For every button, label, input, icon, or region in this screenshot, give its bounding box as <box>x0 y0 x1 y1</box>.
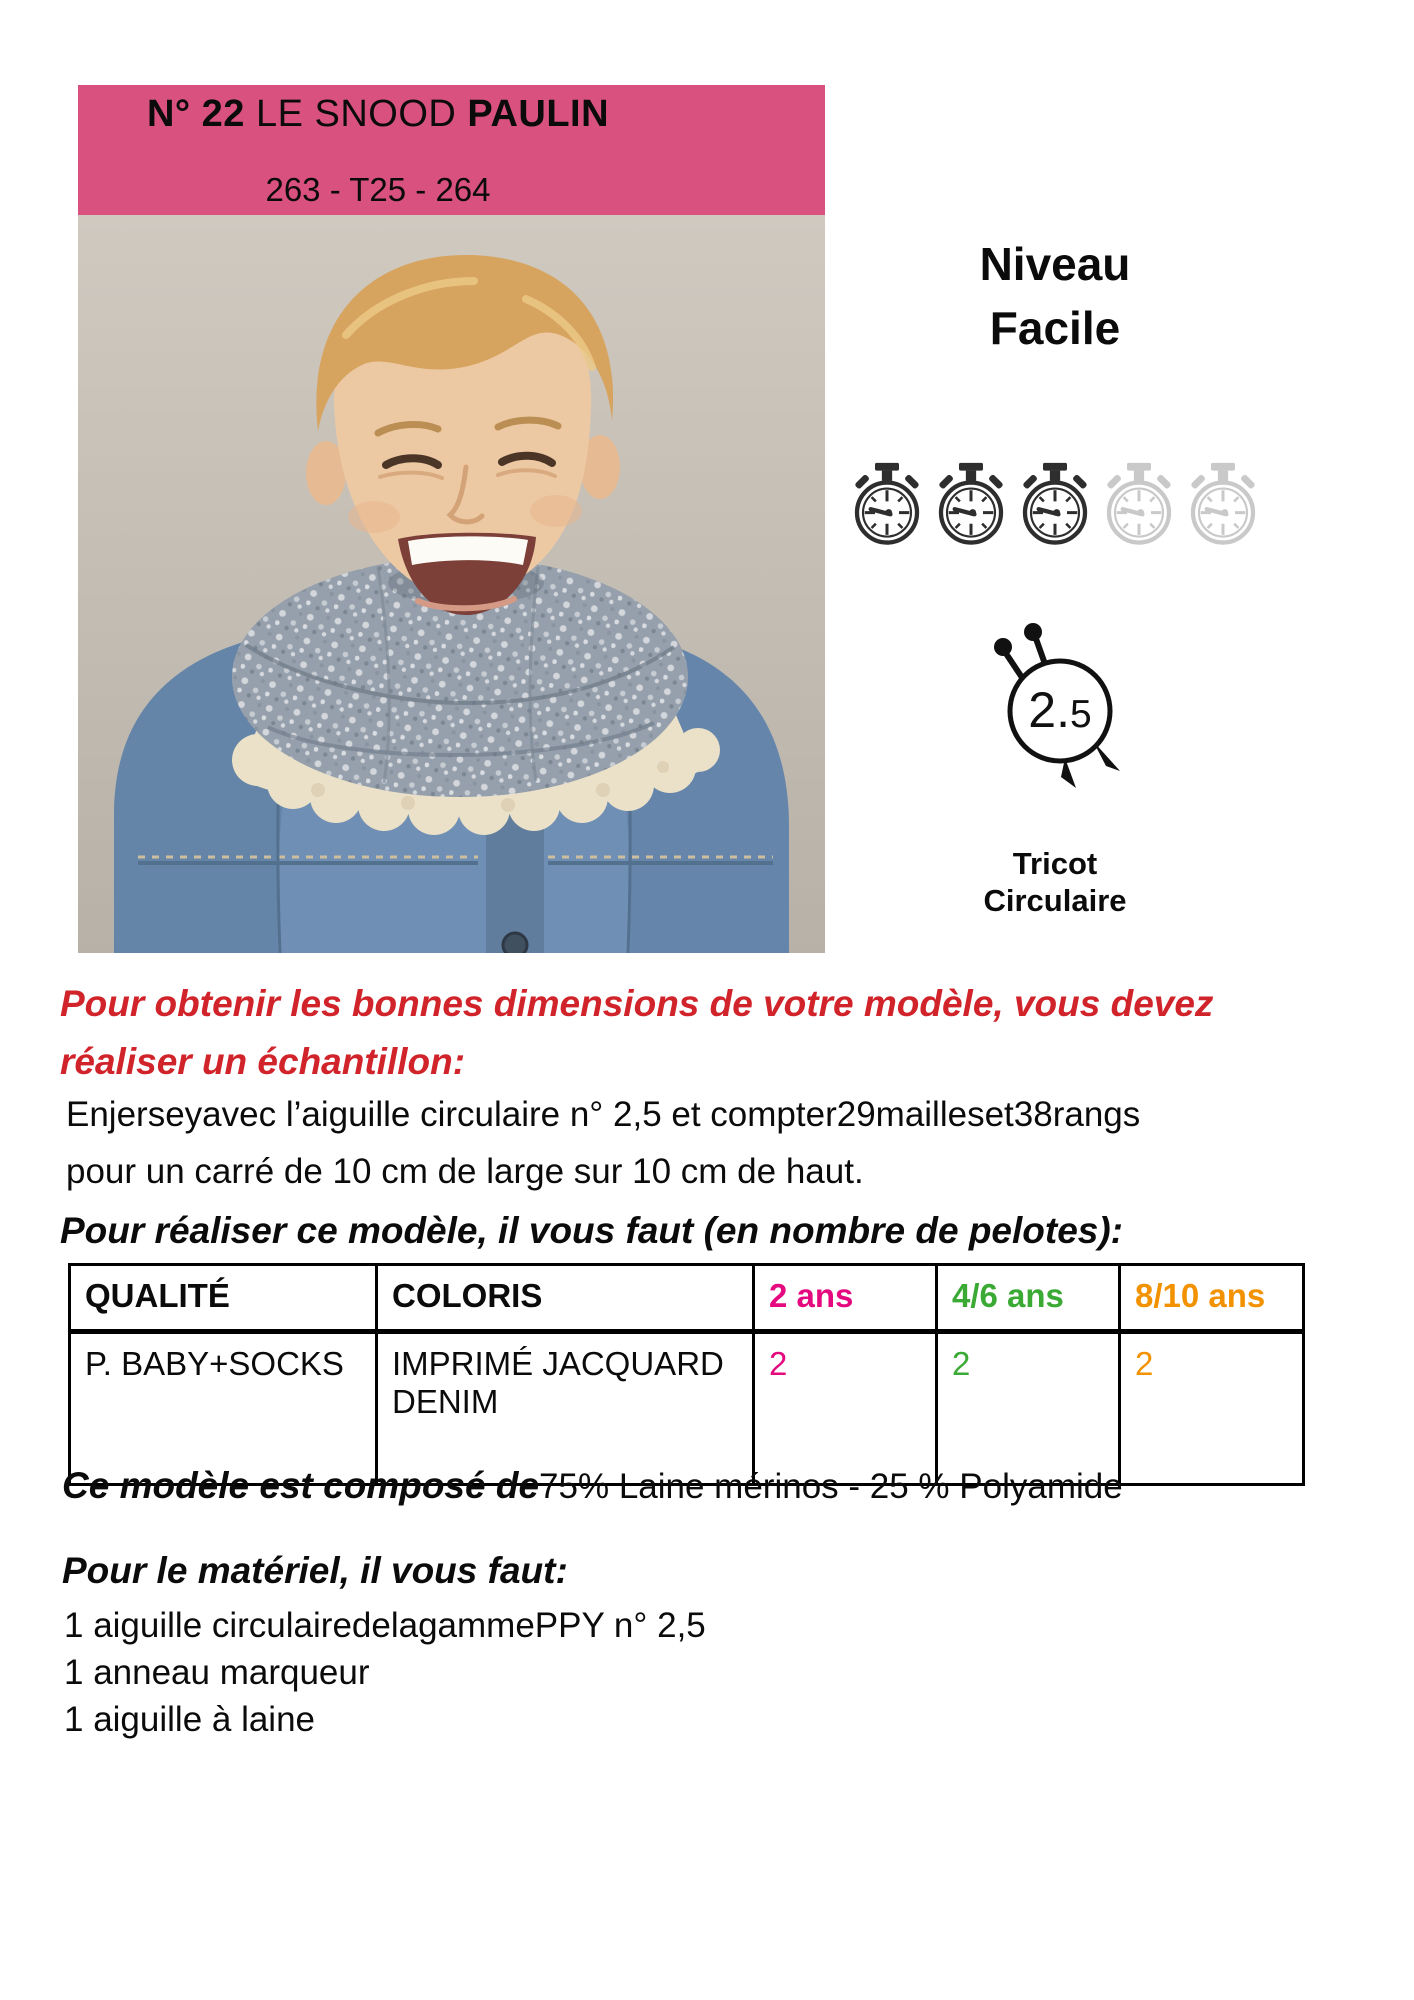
pattern-name-bold: PAULIN <box>467 93 610 135</box>
gauge-body-line1: Enjerseyavec l’aiguille circulaire n° 2,… <box>66 1095 1141 1134</box>
composition-value: 75% Laine mérinos - 25 % Polyamide <box>539 1467 1123 1506</box>
needle-size-small: 5 <box>1070 693 1092 736</box>
cell-coloris: IMPRIMÉ JACQUARD DENIM <box>375 1330 755 1486</box>
needle-size-main: 2. <box>1028 682 1070 738</box>
gauge-body-line2: pour un carré de 10 cm de large sur 10 c… <box>66 1152 864 1191</box>
sherpa-collar <box>232 715 720 835</box>
snood <box>232 557 688 797</box>
stopwatch-icon <box>1103 460 1175 548</box>
gauge-heading-line2: réaliser un échantillon: <box>60 1041 466 1082</box>
technique-label: Tricot Circulaire <box>830 845 1280 919</box>
pattern-reference: 263 - T25 - 264 <box>265 171 491 208</box>
composition-label: Ce modèle est composé de <box>62 1465 540 1506</box>
col-coloris: COLORIS <box>375 1263 755 1334</box>
level-word: Niveau <box>979 238 1131 290</box>
col-quality: QUALITÉ <box>68 1263 378 1334</box>
composition-line: Ce modèle est composé de75% Laine mérino… <box>62 1465 1392 1507</box>
boy-face <box>306 254 620 615</box>
needle-size-badge: 2.5 <box>973 622 1143 792</box>
difficulty-level: Niveau Facile <box>830 232 1280 360</box>
pattern-name-regular: LE SNOOD <box>244 93 468 135</box>
needle-size-text: 2.5 <box>1028 682 1091 738</box>
table-row: P. BABY+SOCKS IMPRIMÉ JACQUARD DENIM 2 2… <box>68 1330 1305 1486</box>
cell-qty-810ans: 2 <box>1118 1330 1305 1486</box>
table-header-row: QUALITÉ COLORIS 2 ans 4/6 ans 8/10 ans <box>68 1263 1305 1334</box>
technique-line2: Circulaire <box>983 883 1127 918</box>
materials-heading: Pour réaliser ce modèle, il vous faut (e… <box>60 1210 1123 1251</box>
tools-list: 1 aiguille circulairedelagammePPY n° 2,5… <box>64 1602 1394 1743</box>
stopwatch-icon <box>1187 460 1259 548</box>
gauge-heading-line1: Pour obtenir les bonnes dimensions de vo… <box>60 983 1214 1024</box>
col-810ans: 8/10 ans <box>1118 1263 1305 1334</box>
col-2ans: 2 ans <box>752 1263 938 1334</box>
col-46ans: 4/6 ans <box>935 1263 1121 1334</box>
tools-heading: Pour le matériel, il vous faut: <box>62 1550 568 1591</box>
gauge-instructions: Enjerseyavec l’aiguille circulaire n° 2,… <box>66 1086 1386 1200</box>
model-photo-illustration <box>78 215 825 953</box>
difficulty-stopwatches <box>830 460 1280 548</box>
list-item: 1 aiguille à laine <box>64 1700 316 1739</box>
materials-table: QUALITÉ COLORIS 2 ans 4/6 ans 8/10 ans P… <box>68 1263 1305 1486</box>
model-photo <box>78 215 825 953</box>
cell-qty-2ans: 2 <box>752 1330 938 1486</box>
title-banner-text: N° 22 LE SNOOD PAULIN 263 - T25 - 264 <box>78 85 678 215</box>
title-banner: N° 22 LE SNOOD PAULIN 263 - T25 - 264 <box>78 85 825 215</box>
stopwatch-icon <box>935 460 1007 548</box>
pattern-title: N° 22 LE SNOOD PAULIN <box>78 93 678 136</box>
needle-size-icon: 2.5 <box>994 623 1120 788</box>
stopwatch-icon <box>1019 460 1091 548</box>
technique-line1: Tricot <box>1012 846 1098 881</box>
gauge-heading: Pour obtenir les bonnes dimensions de vo… <box>60 975 1380 1091</box>
level-value: Facile <box>989 302 1121 354</box>
list-item: 1 anneau marqueur <box>64 1653 370 1692</box>
pattern-number: N° 22 <box>146 93 245 135</box>
stopwatch-icon <box>851 460 923 548</box>
list-item: 1 aiguille circulairedelagammePPY n° 2,5 <box>64 1606 706 1645</box>
cell-quality: P. BABY+SOCKS <box>68 1330 378 1486</box>
cell-qty-46ans: 2 <box>935 1330 1121 1486</box>
